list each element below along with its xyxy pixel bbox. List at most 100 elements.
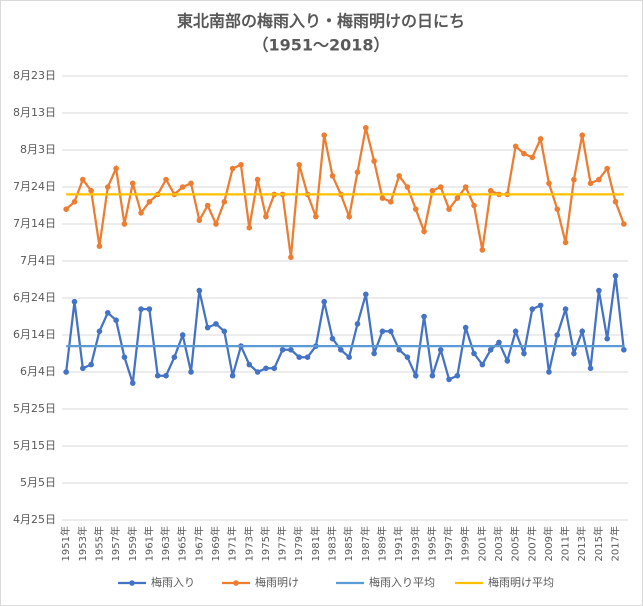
x-tick-label: 1989年 xyxy=(375,526,388,561)
data-point xyxy=(329,173,336,179)
data-point xyxy=(421,313,427,320)
x-tick-label: 1951年 xyxy=(59,526,72,561)
y-tick-label: 5月15日 xyxy=(13,439,56,452)
data-point xyxy=(204,324,211,331)
data-point xyxy=(329,335,336,342)
data-point xyxy=(154,372,161,379)
data-point xyxy=(221,328,228,335)
x-tick-label: 2005年 xyxy=(509,526,522,561)
legend-marker xyxy=(233,580,239,586)
y-tick-label: 8月3日 xyxy=(20,143,56,156)
data-point xyxy=(113,317,119,324)
data-point xyxy=(263,213,269,220)
data-point xyxy=(487,347,494,353)
data-point xyxy=(429,372,436,379)
data-point xyxy=(354,169,361,175)
data-point xyxy=(437,347,444,353)
x-tick-label: 1969年 xyxy=(209,526,222,561)
data-point xyxy=(554,332,561,338)
x-tick-label: 1961年 xyxy=(142,526,155,561)
x-tick-label: 1965年 xyxy=(176,526,189,561)
data-point xyxy=(429,187,436,194)
y-tick-label: 6月14日 xyxy=(13,328,56,341)
data-point xyxy=(138,306,144,312)
data-point xyxy=(571,350,577,357)
x-tick-label: 2011年 xyxy=(559,526,572,561)
data-point xyxy=(387,328,394,335)
data-point xyxy=(188,369,194,375)
data-point xyxy=(462,324,469,331)
data-point xyxy=(546,180,552,187)
data-point xyxy=(296,162,303,168)
data-point xyxy=(521,350,527,357)
data-point xyxy=(621,347,627,353)
data-point xyxy=(454,195,461,201)
x-tick-label: 2007年 xyxy=(525,526,538,561)
chart-subtitle: （1951～2018） xyxy=(252,36,389,55)
data-point xyxy=(479,361,486,368)
data-point xyxy=(163,372,169,379)
x-tick-label: 1983年 xyxy=(326,526,339,561)
data-point xyxy=(80,365,86,372)
x-tick-label: 1991年 xyxy=(392,526,405,561)
data-point xyxy=(196,217,203,224)
data-point xyxy=(88,361,94,368)
legend-marker xyxy=(129,580,135,586)
x-tick-label: 1957年 xyxy=(109,526,122,561)
data-point xyxy=(179,184,186,190)
y-tick-label: 7月24日 xyxy=(13,180,56,193)
x-tick-label: 1987年 xyxy=(359,526,372,561)
data-point xyxy=(379,328,386,335)
data-point xyxy=(196,287,203,294)
data-point xyxy=(354,321,361,327)
data-point xyxy=(113,165,119,172)
x-tick-label: 2017年 xyxy=(609,526,622,561)
data-point xyxy=(71,199,78,205)
data-point xyxy=(246,361,253,368)
x-tick-label: 1995年 xyxy=(425,526,438,561)
data-point xyxy=(562,239,569,246)
data-point xyxy=(579,328,586,335)
data-point xyxy=(471,350,477,357)
x-tick-label: 1971年 xyxy=(226,526,239,561)
data-point xyxy=(371,158,377,164)
data-point xyxy=(412,206,419,212)
data-point xyxy=(63,369,69,375)
data-point xyxy=(579,132,586,138)
data-point xyxy=(288,254,294,261)
data-point xyxy=(288,347,294,353)
data-point xyxy=(96,328,103,335)
data-point xyxy=(296,354,303,361)
data-point xyxy=(596,287,602,294)
data-point xyxy=(346,213,352,220)
legend-label: 梅雨入り平均 xyxy=(369,575,435,589)
data-point xyxy=(529,154,536,161)
data-point xyxy=(471,202,477,209)
data-point xyxy=(604,335,610,342)
data-point xyxy=(421,228,427,235)
data-point xyxy=(546,369,552,375)
data-point xyxy=(238,162,244,168)
y-tick-label: 5月5日 xyxy=(20,476,56,489)
data-point xyxy=(446,206,452,212)
data-point xyxy=(304,354,311,361)
x-tick-label: 1981年 xyxy=(309,526,322,561)
legend-label: 梅雨入り xyxy=(151,575,195,589)
data-point xyxy=(496,339,502,346)
x-tick-label: 1975年 xyxy=(259,526,272,561)
data-point xyxy=(121,221,128,227)
data-point xyxy=(138,210,144,216)
data-point xyxy=(512,328,519,335)
legend-label: 梅雨明け平均 xyxy=(488,575,554,589)
x-tick-label: 1997年 xyxy=(442,526,455,561)
data-point xyxy=(271,365,278,372)
data-point xyxy=(462,184,469,190)
data-point xyxy=(129,180,136,187)
y-tick-label: 6月4日 xyxy=(20,365,56,378)
data-point xyxy=(621,221,627,227)
y-tick-label: 8月13日 xyxy=(13,106,56,119)
chart-title: 東北南部の梅雨入り・梅雨明けの日にち xyxy=(177,12,465,31)
data-point xyxy=(396,347,402,353)
